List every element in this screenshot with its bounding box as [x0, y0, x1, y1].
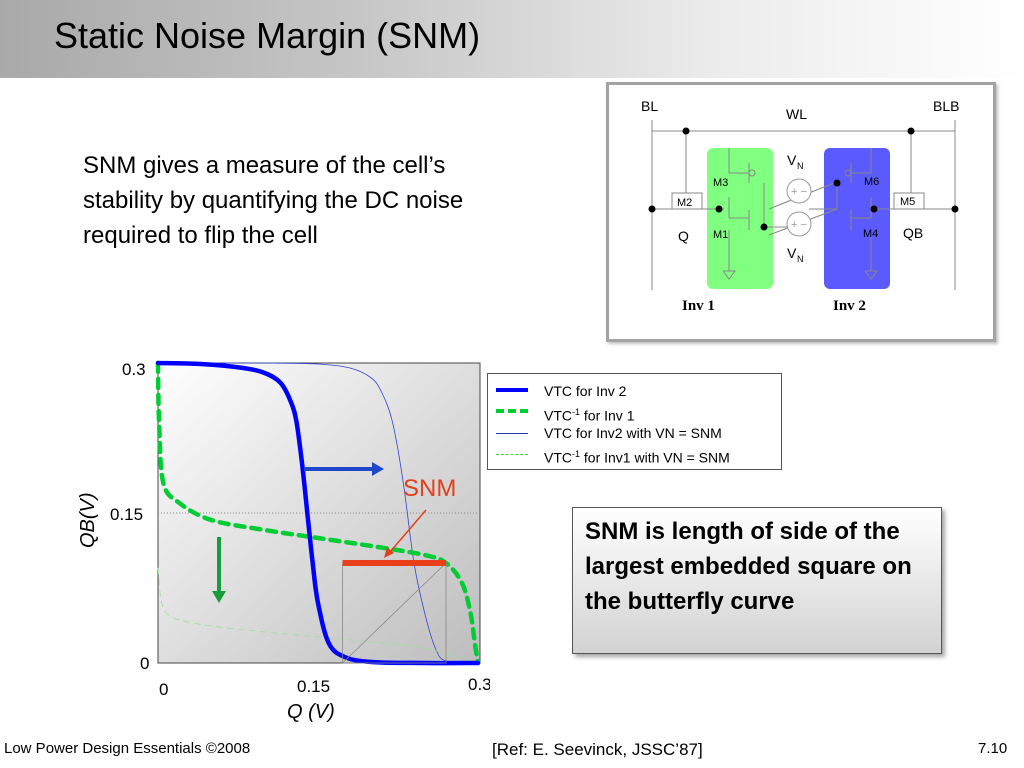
- vn-bottom-label: V: [787, 245, 797, 261]
- slide-number: 7.10: [978, 740, 1008, 757]
- m5-label: M5: [900, 196, 915, 208]
- legend-item-vtc-inv1-snm: VTC-1 for Inv1 with VN = SNM: [488, 443, 781, 466]
- legend-swatch-vtc-inv1: [496, 409, 528, 413]
- svg-text:+ −: + −: [791, 219, 807, 231]
- x-tick-0.15: 0.15: [297, 677, 330, 696]
- svg-text:+ −: + −: [791, 186, 807, 198]
- title-bar: [0, 0, 1024, 78]
- legend-item-vtc-inv2-snm: VTC for Inv2 with VN = SNM: [488, 422, 781, 443]
- callout-text: SNM is length of side of the largest emb…: [585, 518, 912, 615]
- m3-label: M3: [713, 177, 728, 189]
- legend-label-vtc-inv1-snm: VTC-1 for Inv1 with VN = SNM: [544, 449, 730, 466]
- x-tick-0.3: 0.3: [468, 675, 490, 694]
- series-line-0: [155, 360, 481, 666]
- legend-label-vtc-inv1: VTC-1 for Inv 1: [544, 407, 635, 424]
- footer-copyright: Low Power Design Essentials ©2008: [4, 740, 251, 757]
- m2-box: [671, 192, 703, 210]
- m6-label: M6: [864, 176, 879, 188]
- series-line-3: [157, 567, 479, 664]
- wl-label: WL: [786, 106, 807, 122]
- y-axis-label: QB(V): [77, 492, 99, 548]
- slide-title: Static Noise Margin (SNM): [54, 15, 481, 56]
- legend-label-vtc-inv2: VTC for Inv 2: [544, 383, 627, 399]
- vn-top-label: V: [787, 152, 797, 168]
- y-tick-0: 0: [140, 654, 149, 673]
- butterfly-chart: SNM 0.3 0.15 0 0 0.15 0.3 Q (V) QB(V): [77, 360, 490, 723]
- m1-label: M1: [713, 229, 728, 241]
- legend-swatch-vtc-inv1-snm: [496, 454, 528, 455]
- m2-label: M2: [677, 197, 692, 209]
- y-tick-0.15: 0.15: [110, 505, 143, 524]
- snm-pointer: [389, 509, 427, 553]
- inv1-label: Inv 1: [682, 298, 715, 314]
- chart-legend: VTC for Inv 2 VTC-1 for Inv 1 VTC for In…: [487, 373, 782, 470]
- x-tick-0: 0: [159, 680, 168, 699]
- series-line-2: [157, 362, 479, 664]
- x-axis-label: Q (V): [287, 701, 335, 723]
- vn-top-source: [786, 178, 812, 204]
- blue-arrow-head: [372, 462, 384, 476]
- q-label: Q: [678, 228, 689, 244]
- vn-bottom-source: [786, 211, 812, 237]
- green-arrow-head: [212, 591, 226, 603]
- vn-top-sub: N: [797, 161, 804, 171]
- footer-reference: [Ref: E. Seevinck, JSSC’87]: [492, 740, 703, 759]
- blb-label: BLB: [933, 98, 959, 114]
- sram-cell-schematic: + − + − BL BLB WL M3 M2 M1 M6 M5 M4 Q QB…: [641, 98, 959, 314]
- legend-item-vtc-inv1: VTC-1 for Inv 1: [488, 401, 781, 424]
- qb-label: QB: [903, 225, 923, 241]
- m4-label: M4: [863, 228, 878, 240]
- vn-bottom-sub: N: [797, 254, 804, 264]
- y-tick-0.3: 0.3: [122, 360, 146, 379]
- series-line-1: [155, 360, 481, 666]
- legend-item-vtc-inv2: VTC for Inv 2: [488, 380, 781, 401]
- inv2-label: Inv 2: [833, 298, 866, 314]
- body-text: SNM gives a measure of the cell’s stabil…: [83, 152, 464, 249]
- snm-pointer-head: [384, 547, 394, 558]
- snm-label: SNM: [403, 475, 456, 502]
- m5-box: [893, 192, 925, 210]
- snm-definition-callout: SNM is length of side of the largest emb…: [572, 507, 942, 654]
- legend-swatch-vtc-inv2: [496, 388, 528, 392]
- bl-label: BL: [641, 98, 658, 114]
- legend-label-vtc-inv2-snm: VTC for Inv2 with VN = SNM: [544, 425, 722, 441]
- snm-square-diagonal: [342, 562, 447, 664]
- legend-swatch-vtc-inv2-snm: [496, 433, 528, 434]
